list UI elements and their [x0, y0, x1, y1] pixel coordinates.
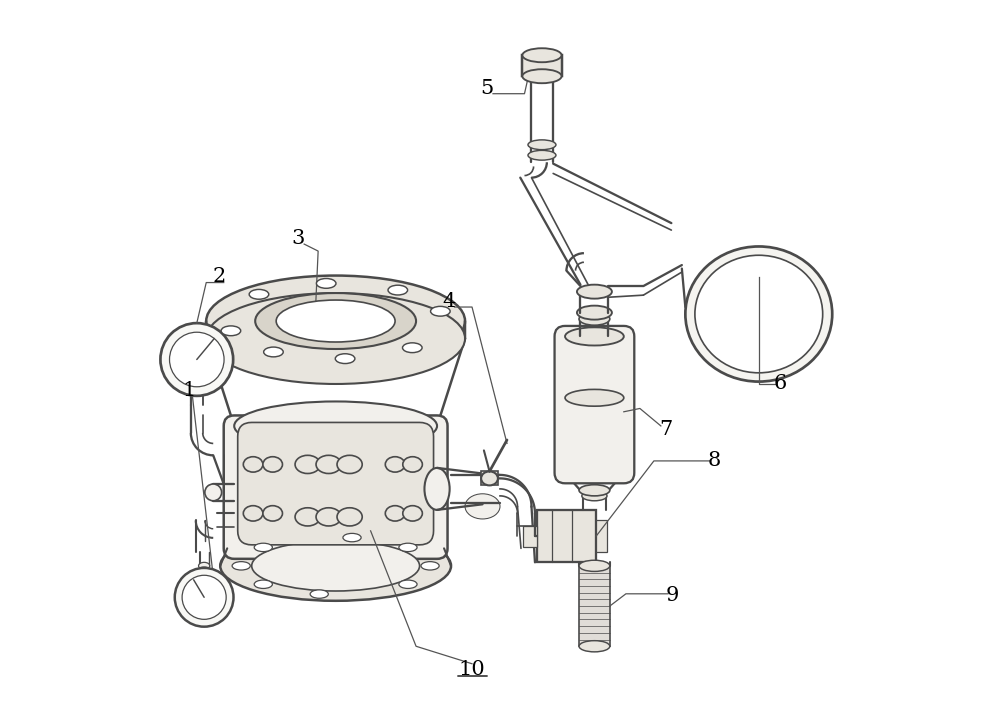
Ellipse shape: [579, 312, 610, 325]
Ellipse shape: [249, 290, 269, 299]
Ellipse shape: [191, 388, 203, 395]
Ellipse shape: [206, 293, 465, 384]
Ellipse shape: [234, 401, 437, 450]
Ellipse shape: [695, 255, 823, 373]
Ellipse shape: [254, 543, 272, 551]
Ellipse shape: [160, 323, 233, 396]
Ellipse shape: [399, 543, 417, 551]
Text: 9: 9: [666, 586, 679, 605]
Text: 6: 6: [773, 374, 786, 393]
Ellipse shape: [577, 285, 612, 299]
Ellipse shape: [316, 455, 341, 474]
Ellipse shape: [316, 278, 336, 288]
Ellipse shape: [295, 508, 320, 526]
Bar: [523, 526, 537, 546]
Bar: [579, 566, 610, 646]
Text: 5: 5: [480, 79, 493, 98]
Bar: [537, 510, 596, 563]
Text: 3: 3: [292, 229, 305, 248]
Ellipse shape: [481, 472, 498, 486]
Ellipse shape: [424, 468, 450, 510]
Ellipse shape: [337, 508, 362, 526]
Ellipse shape: [221, 326, 241, 336]
Ellipse shape: [205, 484, 222, 501]
Bar: [522, 55, 562, 76]
Ellipse shape: [385, 457, 405, 472]
Ellipse shape: [465, 493, 500, 519]
Ellipse shape: [388, 286, 408, 295]
Ellipse shape: [243, 457, 263, 472]
Ellipse shape: [565, 327, 624, 345]
Ellipse shape: [522, 48, 562, 62]
Ellipse shape: [263, 505, 282, 521]
Ellipse shape: [403, 457, 422, 472]
Ellipse shape: [220, 531, 451, 601]
Ellipse shape: [243, 505, 263, 521]
Ellipse shape: [263, 457, 282, 472]
Ellipse shape: [182, 575, 226, 619]
Ellipse shape: [579, 641, 610, 652]
Ellipse shape: [276, 300, 395, 342]
Bar: [481, 472, 498, 486]
Ellipse shape: [403, 505, 422, 521]
Ellipse shape: [565, 389, 624, 406]
Ellipse shape: [254, 580, 272, 589]
Ellipse shape: [310, 590, 328, 599]
Ellipse shape: [577, 306, 612, 319]
Ellipse shape: [335, 354, 355, 364]
Bar: [596, 520, 607, 552]
Ellipse shape: [206, 276, 465, 367]
Ellipse shape: [685, 247, 832, 381]
Ellipse shape: [582, 491, 607, 501]
Ellipse shape: [197, 568, 211, 575]
Ellipse shape: [232, 562, 250, 570]
Ellipse shape: [337, 455, 362, 474]
Ellipse shape: [431, 307, 450, 316]
Text: 8: 8: [708, 451, 721, 470]
Ellipse shape: [402, 343, 422, 352]
Text: 10: 10: [459, 660, 485, 679]
Ellipse shape: [528, 140, 556, 149]
Ellipse shape: [264, 347, 283, 357]
Ellipse shape: [579, 560, 610, 572]
Ellipse shape: [295, 455, 320, 474]
Ellipse shape: [199, 563, 210, 570]
FancyBboxPatch shape: [555, 326, 634, 484]
Ellipse shape: [528, 150, 556, 160]
Ellipse shape: [421, 562, 439, 570]
Ellipse shape: [399, 580, 417, 589]
Ellipse shape: [522, 69, 562, 83]
Text: 2: 2: [212, 267, 225, 286]
Ellipse shape: [189, 381, 204, 390]
Ellipse shape: [170, 332, 224, 387]
Ellipse shape: [316, 508, 341, 526]
Ellipse shape: [385, 505, 405, 521]
FancyBboxPatch shape: [238, 422, 434, 545]
Text: 7: 7: [659, 420, 672, 439]
Ellipse shape: [579, 485, 610, 496]
FancyBboxPatch shape: [224, 415, 448, 559]
Ellipse shape: [255, 293, 416, 349]
Ellipse shape: [252, 541, 420, 591]
Text: 1: 1: [182, 381, 195, 400]
Text: 4: 4: [442, 292, 456, 311]
Ellipse shape: [343, 534, 361, 541]
Ellipse shape: [175, 568, 234, 627]
